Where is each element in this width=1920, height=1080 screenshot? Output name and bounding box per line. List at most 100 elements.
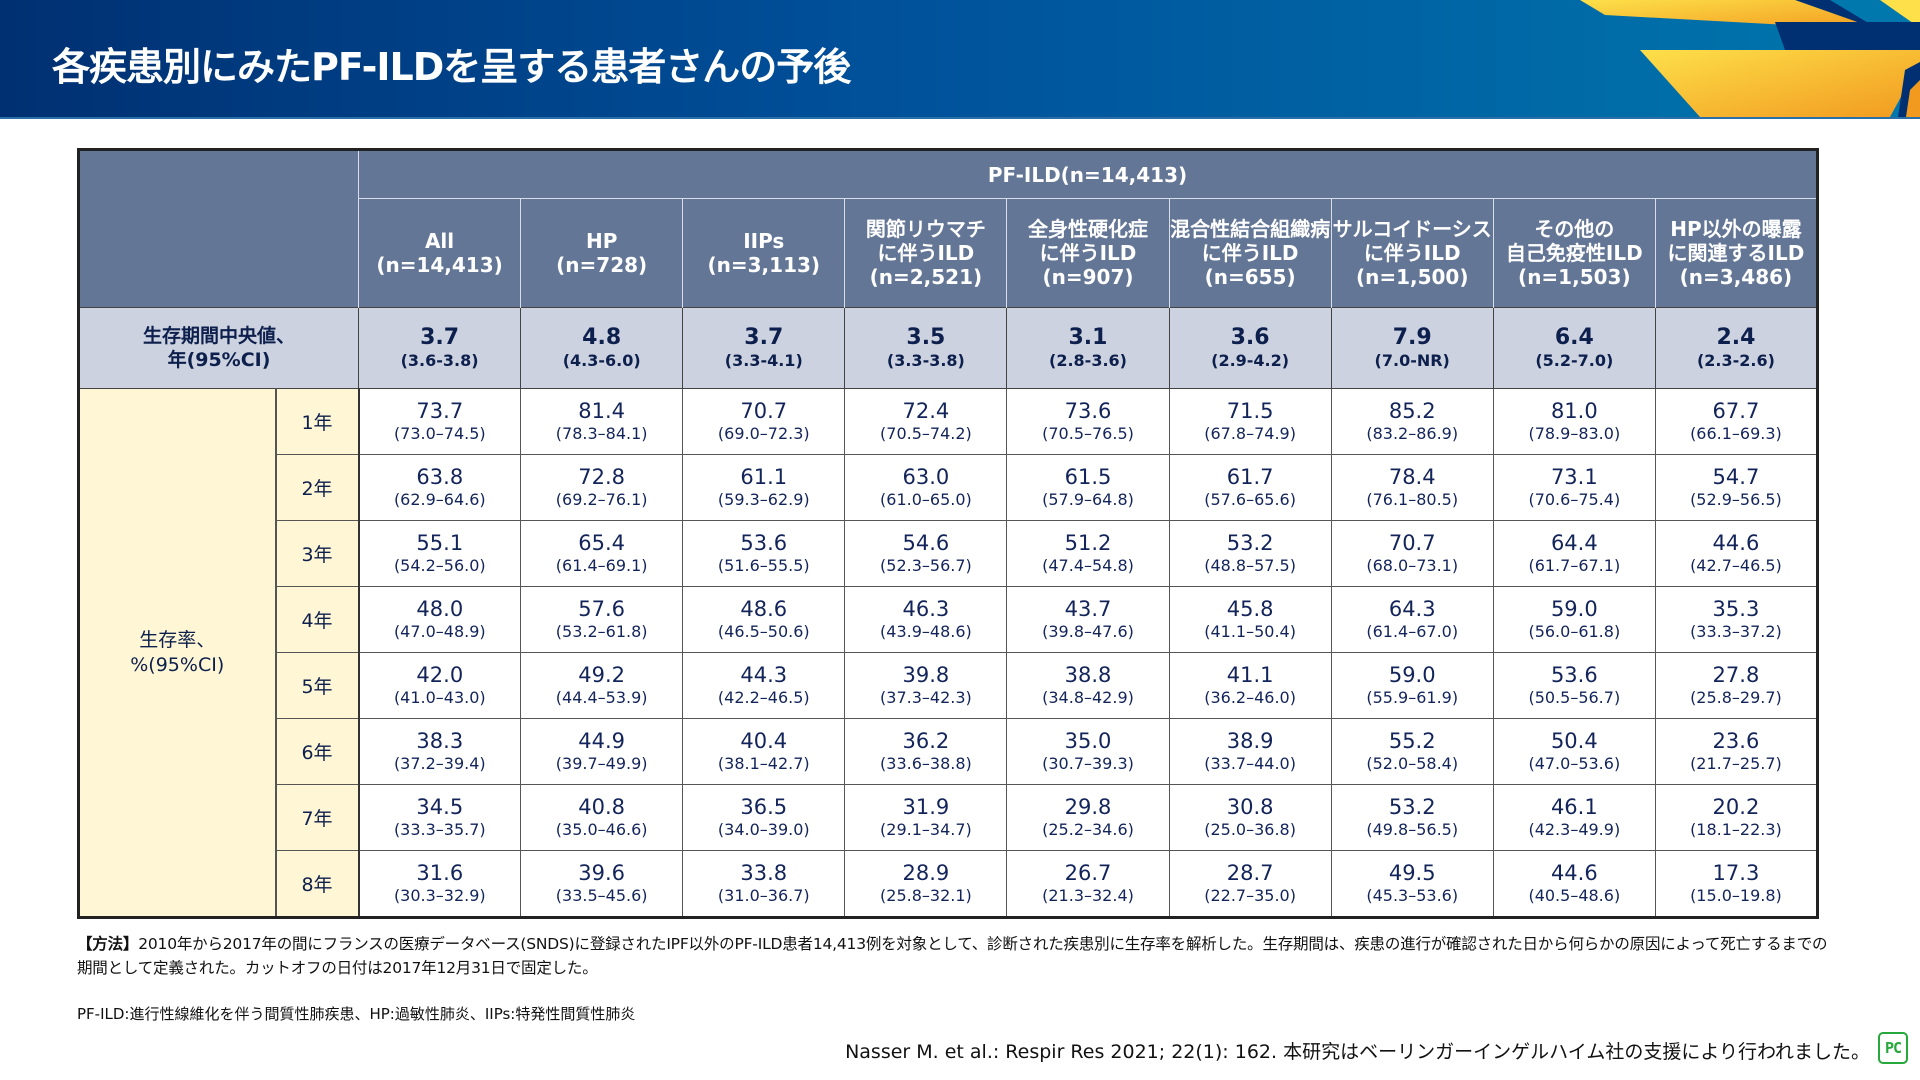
survival-cell: 35.0 (30.7–39.3) <box>1006 718 1170 785</box>
median-ci: (2.9-4.2) <box>1211 351 1290 370</box>
survival-value: 46.3 <box>902 597 950 621</box>
column-header: 関節リウマチ に伴うILD (n=2,521) <box>844 198 1007 308</box>
survival-ci: (61.4–67.0) <box>1366 622 1459 641</box>
survival-cell: 64.3 (61.4–67.0) <box>1330 586 1494 653</box>
survival-value: 53.6 <box>1550 663 1598 687</box>
survival-ci: (21.7–25.7) <box>1690 754 1782 773</box>
pc-logo: PC <box>1878 1032 1908 1064</box>
median-label-line: 生存期間中央値、 <box>142 325 295 347</box>
median-value: 4.8 <box>582 325 622 350</box>
survival-value: 48.0 <box>416 597 464 621</box>
survival-ci: (57.6–65.6) <box>1204 490 1296 509</box>
survival-value: 23.6 <box>1712 729 1760 753</box>
median-cell: 3.7 (3.6-3.8) <box>357 307 522 389</box>
survival-cell: 28.9 (25.8–32.1) <box>844 850 1008 918</box>
survival-value: 46.1 <box>1550 795 1598 819</box>
method-note: 【方法】2010年から2017年の間にフランスの医療データベース(SNDS)に登… <box>77 932 1837 980</box>
survival-ci: (52.0–58.4) <box>1366 754 1459 773</box>
survival-value: 39.8 <box>902 663 950 687</box>
survival-cell: 50.4 (47.0–53.6) <box>1492 718 1656 785</box>
survival-value: 44.6 <box>1550 861 1598 885</box>
survival-value: 38.3 <box>416 729 464 753</box>
survival-ci: (51.6–55.5) <box>717 556 810 575</box>
median-ci: (4.3-6.0) <box>562 351 641 370</box>
survival-cell: 61.1 (59.3–62.9) <box>682 454 846 521</box>
survival-value: 85.2 <box>1388 399 1436 423</box>
median-value: 3.1 <box>1068 325 1108 350</box>
table-row: 7年 34.5 (33.3–35.7) 40.8 (35.0–46.6) 36.5 (34.… <box>79 784 1819 851</box>
survival-ci: (70.5–74.2) <box>880 424 972 443</box>
survival-cell: 70.7 (68.0–73.1) <box>1330 520 1494 587</box>
survival-ci: (43.9–48.6) <box>880 622 972 641</box>
survival-cell: 73.7 (73.0–74.5) <box>357 388 522 455</box>
year-label: 6年 <box>275 718 360 785</box>
column-header-line: (n=14,413) <box>376 253 503 277</box>
survival-ci: (37.2–39.4) <box>393 754 486 773</box>
survival-cell: 35.3 (33.3–37.2) <box>1654 586 1819 653</box>
survival-cell: 61.7 (57.6–65.6) <box>1168 454 1332 521</box>
survival-cell: 72.4 (70.5–74.2) <box>844 388 1008 455</box>
column-header-line: 全身性硬化症 <box>1027 217 1148 241</box>
survival-ci: (34.8–42.9) <box>1042 688 1134 707</box>
column-header: All (n=14,413) <box>357 198 521 308</box>
survival-ci: (78.3–84.1) <box>555 424 648 443</box>
survival-cell: 55.1 (54.2–56.0) <box>357 520 522 587</box>
survival-ci: (57.9–64.8) <box>1042 490 1134 509</box>
median-label: 生存期間中央値、 年(95%CI) <box>78 307 359 389</box>
column-header: その他の 自己免疫性ILD (n=1,503) <box>1492 198 1656 308</box>
column-header-line: All <box>424 229 455 253</box>
method-label: 【方法】 <box>77 935 139 953</box>
survival-value: 57.6 <box>578 597 626 621</box>
median-label-line: 年(95%CI) <box>167 349 271 371</box>
survival-ci: (33.3–37.2) <box>1690 622 1782 641</box>
survival-value: 61.5 <box>1064 465 1112 489</box>
survival-value: 73.1 <box>1550 465 1598 489</box>
column-header-line: に関連するILD <box>1667 241 1805 265</box>
survival-ci: (59.3–62.9) <box>717 490 810 509</box>
median-value: 2.4 <box>1716 325 1756 350</box>
survival-cell: 28.7 (22.7–35.0) <box>1168 850 1332 918</box>
decorative-shapes-icon <box>1580 0 1920 117</box>
survival-value: 59.0 <box>1388 663 1436 687</box>
survival-value: 65.4 <box>578 531 626 555</box>
survival-ci: (42.2–46.5) <box>717 688 810 707</box>
survival-value: 53.6 <box>740 531 788 555</box>
survival-cell: 43.7 (39.8–47.6) <box>1006 586 1170 653</box>
survival-cell: 31.6 (30.3–32.9) <box>357 850 522 918</box>
column-header-line: に伴うILD <box>877 241 975 265</box>
survival-ci: (30.3–32.9) <box>393 886 486 905</box>
column-header-line: (n=907) <box>1042 265 1134 289</box>
survival-ci: (36.2–46.0) <box>1204 688 1296 707</box>
survival-value: 29.8 <box>1064 795 1112 819</box>
survival-cell: 59.0 (55.9–61.9) <box>1330 652 1494 719</box>
median-ci: (2.3-2.6) <box>1696 351 1775 370</box>
survival-value: 44.3 <box>740 663 788 687</box>
survival-ci: (50.5–56.7) <box>1528 688 1621 707</box>
group-header: PF-ILD(n=14,413) <box>358 149 1818 199</box>
survival-value: 30.8 <box>1226 795 1274 819</box>
survival-ci: (61.7–67.1) <box>1528 556 1621 575</box>
reference-note: Nasser M. et al.: Respir Res 2021; 22(1)… <box>845 1041 1870 1063</box>
median-ci: (7.0-NR) <box>1374 351 1450 370</box>
survival-value: 55.2 <box>1388 729 1436 753</box>
survival-ci: (30.7–39.3) <box>1042 754 1134 773</box>
survival-value: 28.9 <box>902 861 950 885</box>
survival-rate-label-line: %(95%CI) <box>130 653 225 676</box>
survival-cell: 44.6 (40.5–48.6) <box>1492 850 1656 918</box>
median-value: 3.7 <box>744 325 784 350</box>
survival-cell: 65.4 (61.4–69.1) <box>520 520 684 587</box>
table-row: 8年 31.6 (30.3–32.9) 39.6 (33.5–45.6) 33.8 (31.… <box>79 850 1819 918</box>
survival-value: 54.6 <box>902 531 950 555</box>
survival-value: 73.7 <box>416 399 464 423</box>
column-header-line: その他の <box>1534 217 1615 241</box>
survival-ci: (61.0–65.0) <box>880 490 972 509</box>
survival-cell: 71.5 (67.8–74.9) <box>1168 388 1332 455</box>
method-text: 2010年から2017年の間にフランスの医療データベース(SNDS)に登録された… <box>77 935 1828 977</box>
column-header-line: 関節リウマチ <box>865 217 986 241</box>
survival-value: 59.0 <box>1550 597 1598 621</box>
survival-value: 67.7 <box>1712 399 1760 423</box>
survival-ci: (42.7–46.5) <box>1690 556 1782 575</box>
survival-cell: 51.2 (47.4–54.8) <box>1006 520 1170 587</box>
survival-ci: (33.3–35.7) <box>393 820 486 839</box>
survival-cell: 29.8 (25.2–34.6) <box>1006 784 1170 851</box>
